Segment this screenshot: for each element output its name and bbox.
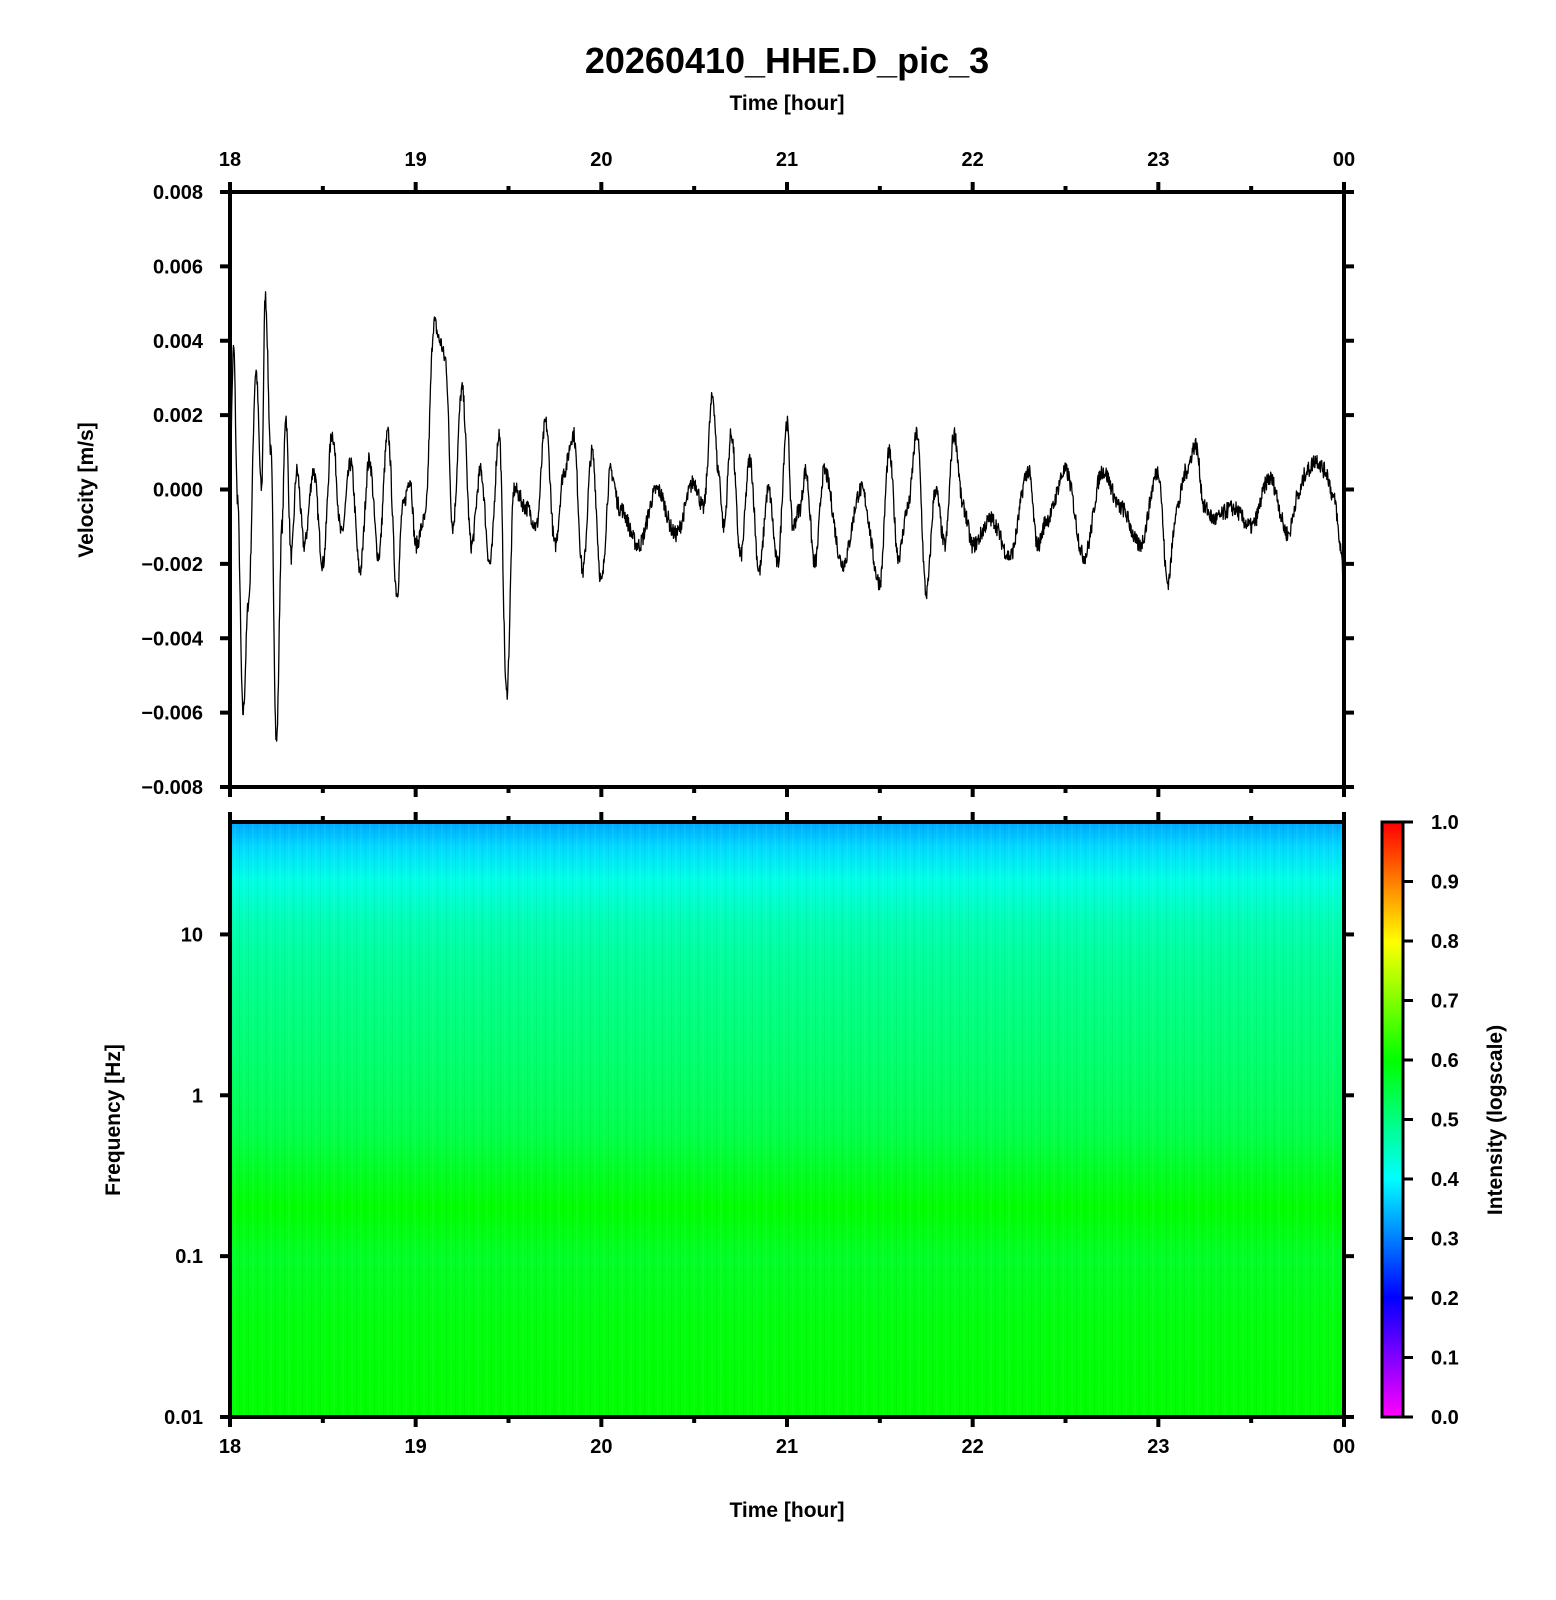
- waveform-top-tick-labels: 18 19 20 21 22 23 00: [219, 149, 1355, 171]
- spectrogram-frame: [228, 820, 1346, 1419]
- waveform-x-tick-label: 19: [405, 149, 427, 171]
- spectrogram-y-tick-label: 0.1: [175, 1246, 203, 1268]
- colorbar-tick-label: 1.0: [1431, 812, 1459, 834]
- spectrogram-y-tick-label: 0.01: [164, 1407, 203, 1429]
- spectrogram-x-tick-label: 22: [962, 1436, 984, 1458]
- waveform-x-tick-label: 23: [1147, 149, 1169, 171]
- colorbar-tick-label: 0.4: [1431, 1169, 1460, 1191]
- spectrogram-y-tick-label: 10: [181, 924, 203, 946]
- spectrogram-x-tick-label: 00: [1333, 1436, 1355, 1458]
- spectrogram-x-tick-label: 18: [219, 1436, 241, 1458]
- colorbar: 0.0 0.1 0.2 0.3 0.4 0.5 0.6 0.7 0.8 0.9 1.0 Intens…: [1380, 812, 1507, 1429]
- spectrogram-y-tick-label: 1: [192, 1085, 203, 1107]
- waveform-x-tick-label: 18: [219, 149, 241, 171]
- colorbar-tick-label: 0.3: [1431, 1229, 1459, 1251]
- figure-title: 20260410_HHE.D_pic_3: [585, 40, 989, 81]
- colorbar-tick-label: 0.2: [1431, 1288, 1459, 1310]
- spectrogram-texture: [230, 822, 1344, 1417]
- waveform-ylabel: Velocity [m/s]: [75, 422, 98, 557]
- waveform-y-tick-label: −0.002: [141, 554, 203, 576]
- waveform-y-tick-label: 0.006: [153, 256, 203, 278]
- waveform-x-tick-label: 21: [776, 149, 798, 171]
- colorbar-label: Intensity (logscale): [1484, 1025, 1507, 1215]
- waveform-top-xlabel: Time [hour]: [729, 92, 844, 115]
- waveform-x-tick-label: 00: [1333, 149, 1355, 171]
- waveform-y-tick-label: 0.004: [153, 331, 204, 353]
- colorbar-tick-label: 0.1: [1431, 1348, 1459, 1370]
- colorbar-tick-label: 0.7: [1431, 991, 1459, 1013]
- spectrogram-x-tick-label: 21: [776, 1436, 798, 1458]
- spectrogram-y-tick-labels: 10 1 0.1 0.01: [164, 924, 203, 1429]
- waveform-y-tick-labels: 0.008 0.006 0.004 0.002 0.000 −0.002 −0.004 −0.…: [141, 182, 204, 799]
- waveform-tick-marks: [220, 182, 1354, 797]
- velocity-series-line: [229, 291, 1345, 742]
- spectrogram-x-tick-label: 20: [590, 1436, 612, 1458]
- colorbar-tick-labels: 0.0 0.1 0.2 0.3 0.4 0.5 0.6 0.7 0.8 0.9 1.0: [1403, 812, 1460, 1429]
- colorbar-tick-label: 0.5: [1431, 1110, 1459, 1132]
- waveform-y-tick-label: 0.002: [153, 405, 203, 427]
- spectrogram-x-tick-label: 23: [1147, 1436, 1169, 1458]
- waveform-y-tick-label: −0.006: [141, 703, 203, 725]
- colorbar-fill: [1383, 823, 1402, 1416]
- colorbar-tick-label: 0.0: [1431, 1407, 1459, 1429]
- spectrogram-xlabel: Time [hour]: [729, 1499, 844, 1522]
- waveform-x-tick-label: 20: [590, 149, 612, 171]
- waveform-x-tick-label: 22: [962, 149, 984, 171]
- colorbar-tick-label: 0.6: [1431, 1050, 1459, 1072]
- colorbar-tick-label: 0.8: [1431, 931, 1459, 953]
- spectrogram-panel: 18 19 20 21 22 23 00 10 1 0.1 0.01 Time [hour] Fr…: [102, 812, 1355, 1522]
- waveform-frame: [228, 190, 1346, 789]
- colorbar-tick-label: 0.9: [1431, 872, 1459, 894]
- waveform-panel: Time [hour] 18 19 20 21 22 23 00 0.0080.0060.0…: [75, 92, 1355, 799]
- waveform-y-tick-label: 0.008: [153, 182, 203, 204]
- spectrogram-x-tick-label: 19: [405, 1436, 427, 1458]
- spectrogram-ylabel: Frequency [Hz]: [102, 1044, 125, 1196]
- spectrogram-x-tick-labels: 18 19 20 21 22 23 00: [219, 1436, 1355, 1458]
- waveform-y-tick-label: −0.004: [141, 628, 204, 650]
- waveform-y-tick-label: 0.000: [153, 480, 203, 502]
- waveform-y-tick-label: −0.008: [141, 777, 203, 799]
